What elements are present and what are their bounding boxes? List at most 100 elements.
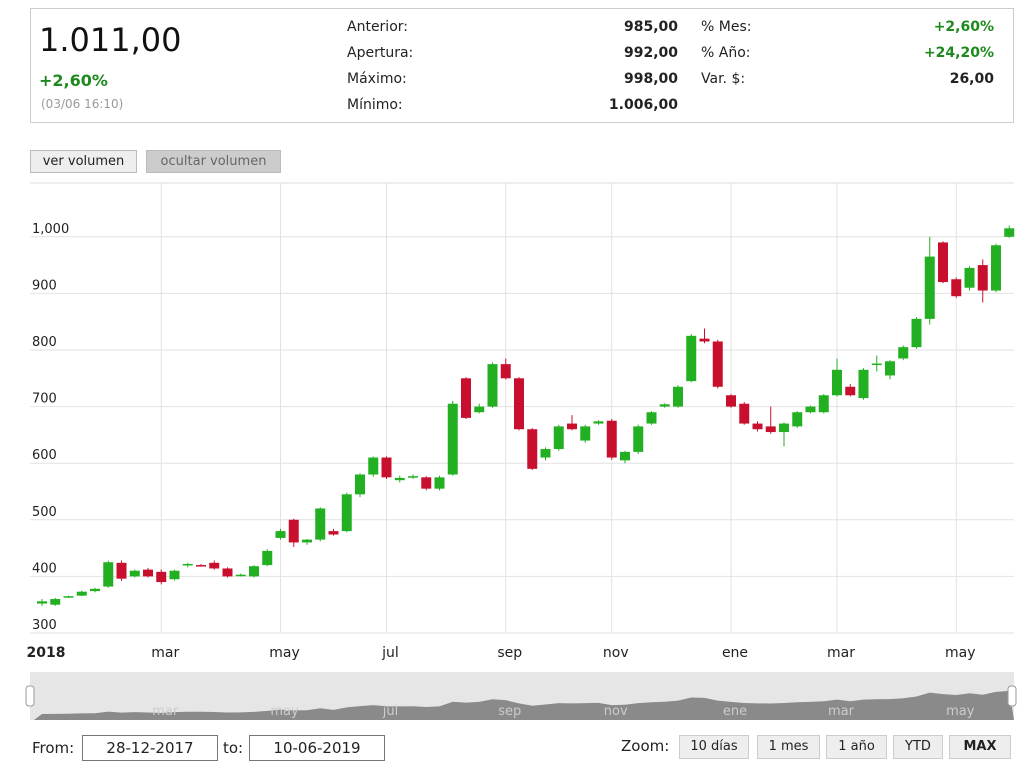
candle-body	[143, 569, 153, 577]
navigator-label: nov	[604, 704, 628, 719]
candle-body	[434, 477, 445, 489]
navigator-label: sep	[498, 704, 521, 719]
candle-body	[845, 386, 856, 396]
stat-label: Var. $:	[701, 71, 746, 87]
stat-value: 1.006,00	[608, 97, 678, 113]
zoom-button[interactable]: 1 mes	[757, 735, 820, 759]
candle-body	[567, 423, 577, 430]
quote-box: 1.011,00 +2,60% (03/06 16:10) Anterior: 9…	[30, 8, 1014, 123]
y-tick-label: 1,000	[32, 222, 69, 237]
candle-body	[103, 562, 114, 587]
candle-body	[593, 421, 604, 424]
price-change: +2,60%	[39, 71, 108, 90]
candle-body	[500, 364, 511, 379]
zoom-button[interactable]: MAX	[949, 735, 1011, 759]
zoom-button[interactable]: 1 año	[826, 735, 887, 759]
x-tick-label: may	[945, 645, 976, 661]
y-tick-label: 500	[32, 505, 57, 520]
navigator-label: may	[946, 704, 975, 719]
candle-body	[262, 550, 273, 566]
navigator-label: ene	[723, 704, 747, 719]
candle-body	[63, 596, 74, 598]
candle-body	[739, 403, 750, 424]
candle-body	[156, 571, 167, 583]
candle-body	[553, 426, 564, 450]
navigator-label: may	[270, 704, 299, 719]
candle-body	[196, 565, 206, 567]
stat-value: 26,00	[949, 71, 994, 87]
stat-label: Apertura:	[347, 45, 414, 61]
candle-body	[726, 395, 736, 407]
candle-body	[885, 361, 895, 376]
x-tick-label: ene	[722, 645, 748, 661]
stat-value: 998,00	[623, 71, 678, 87]
candle-body	[818, 395, 829, 413]
stat-value: 985,00	[623, 19, 678, 35]
candle-body	[686, 335, 697, 382]
candle-body	[461, 378, 471, 418]
candle-body	[779, 423, 789, 433]
x-tick-label: mar	[827, 645, 855, 661]
candle-body	[249, 566, 259, 577]
candle-body	[659, 404, 670, 407]
candle-body	[129, 570, 140, 577]
candle-body	[76, 591, 87, 596]
y-tick-label: 300	[32, 618, 57, 633]
x-tick-label: sep	[497, 645, 522, 661]
candle-body	[633, 426, 644, 452]
y-tick-label: 600	[32, 448, 57, 463]
candle-body	[1004, 228, 1015, 237]
candle-body	[302, 539, 312, 543]
chart: 2018 mar may jul sep nov ene mar may 300 400 500 600…	[25, 182, 1017, 720]
candle-body	[858, 369, 869, 399]
candle-body	[991, 245, 1001, 291]
candle-body	[805, 406, 816, 413]
candle-body	[315, 508, 326, 540]
candle-body	[540, 449, 551, 458]
candle-body	[182, 563, 193, 566]
navigator-handle-left[interactable]	[25, 685, 35, 707]
to-input[interactable]: 10-06-2019	[249, 735, 385, 761]
candle-body	[673, 386, 683, 407]
from-label: From:	[32, 739, 75, 757]
navigator-label: jul	[382, 704, 398, 719]
candle-body	[646, 412, 657, 424]
x-tick-label: may	[269, 645, 300, 661]
from-input[interactable]: 28-12-2017	[82, 735, 218, 761]
candle-body	[394, 477, 405, 481]
zoom-button[interactable]: 10 días	[679, 735, 749, 759]
price: 1.011,00	[39, 21, 182, 59]
candle-body	[606, 420, 617, 458]
navigator-label: mar	[828, 704, 855, 719]
candle-body	[938, 242, 948, 283]
candle-body	[898, 347, 909, 359]
candle-body	[408, 476, 418, 478]
candle-body	[116, 562, 127, 579]
zoom-button[interactable]: YTD	[893, 735, 943, 759]
navigator-handle-right[interactable]	[1007, 685, 1017, 707]
candle-body	[911, 318, 922, 348]
candle-body	[368, 457, 379, 475]
candle-body	[871, 363, 882, 366]
candle-body	[447, 403, 458, 475]
to-label: to:	[223, 739, 244, 757]
candle-body	[275, 531, 286, 538]
y-tick-label: 400	[32, 561, 57, 576]
stat-label: Máximo:	[347, 71, 407, 87]
candle-body	[514, 378, 524, 430]
show-volume-button[interactable]: ver volumen	[30, 150, 137, 173]
candle-body	[832, 369, 842, 396]
hide-volume-button[interactable]: ocultar volumen	[146, 150, 281, 173]
candle-body	[37, 601, 47, 604]
candle-body	[90, 588, 100, 592]
stat-value: 992,00	[623, 45, 678, 61]
candle-body	[222, 568, 233, 577]
x-tick-label: 2018	[27, 645, 66, 661]
candle-body	[341, 494, 352, 532]
y-tick-label: 900	[32, 278, 57, 293]
candle-body	[792, 412, 803, 427]
candle-body	[580, 426, 591, 441]
navigator-label: mar	[152, 704, 179, 719]
candle-body	[50, 599, 61, 605]
candle-body	[328, 531, 339, 535]
